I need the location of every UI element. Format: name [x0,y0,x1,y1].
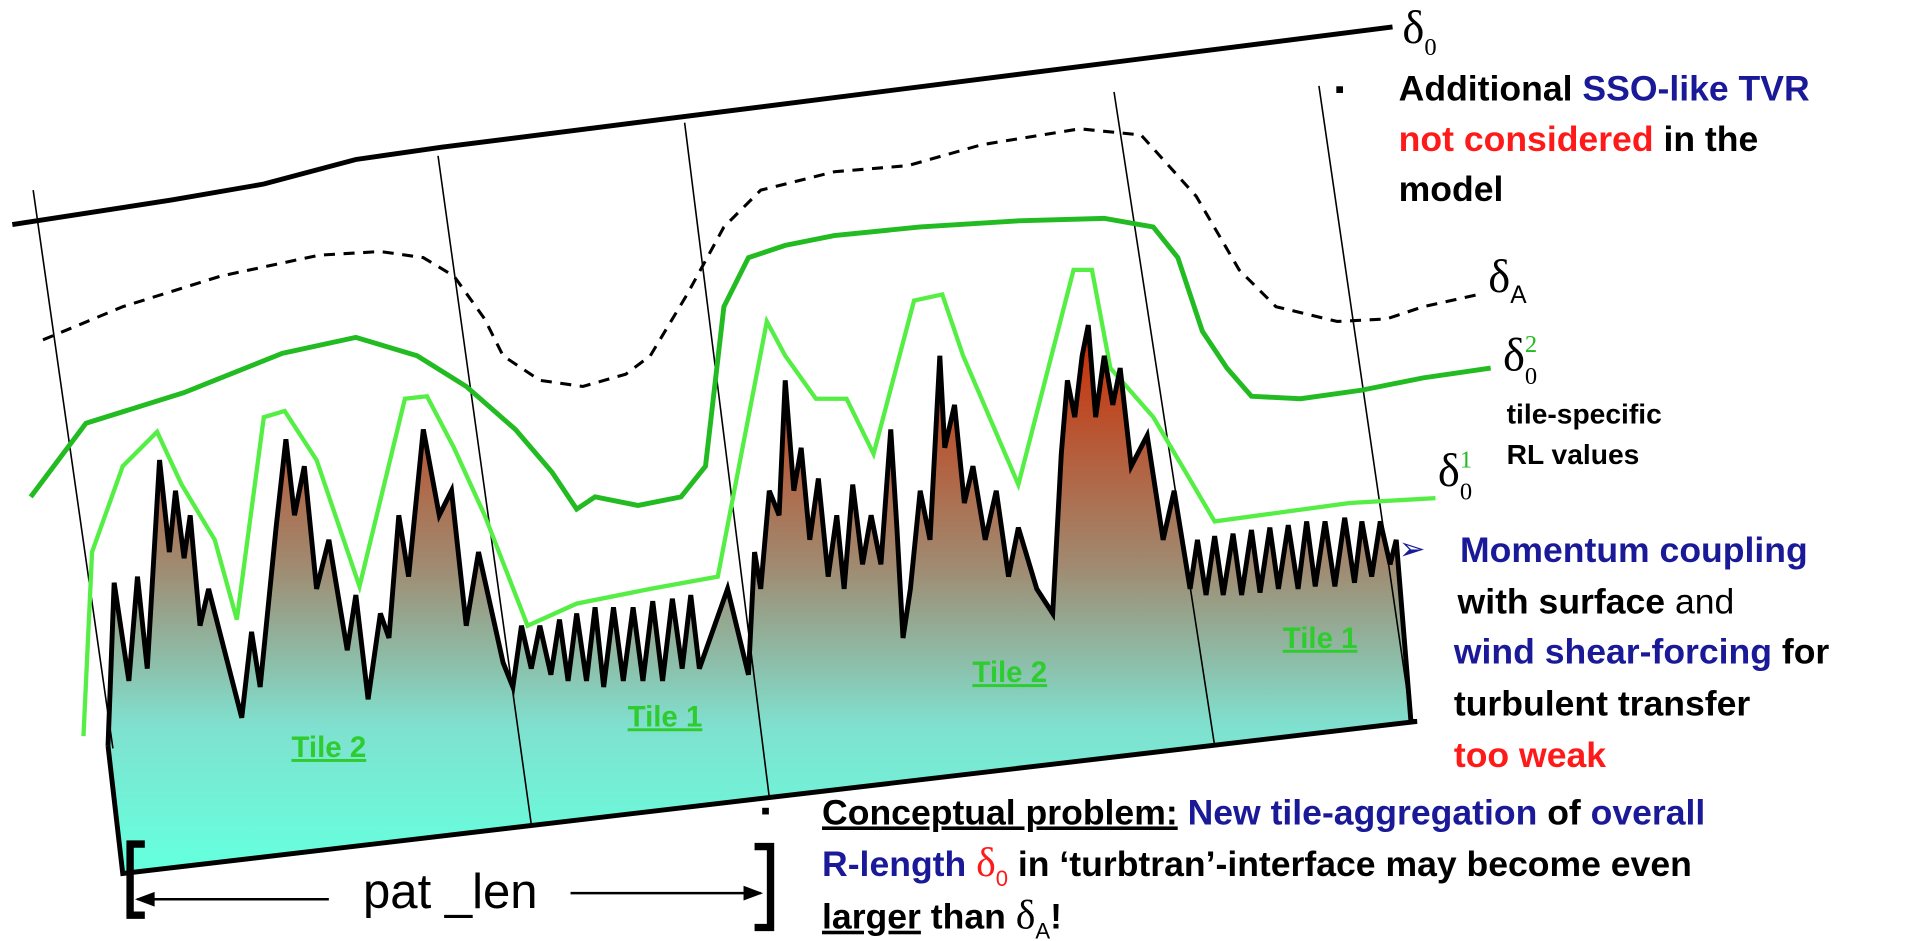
separator [32,190,114,749]
separator [1113,91,1216,747]
note-line: Conceptual problem: New tile-aggregation… [822,792,1705,832]
text: model [1399,169,1504,209]
bullet: ➢ [1399,530,1426,566]
tile-label: Tile 1 [1283,622,1358,655]
text: in the [1654,119,1759,159]
terrain-base [105,718,1418,877]
text: turbulent transfer [1454,683,1751,723]
text: larger [822,897,921,937]
subscript: A [1510,282,1527,309]
bullet: ▪ [1335,74,1345,104]
text: New tile-aggregation [1178,792,1538,832]
text: than [921,897,1016,937]
left-bracket [126,840,145,919]
delta01-line [81,267,1436,737]
symbol: δ [1488,251,1510,303]
text: wind shear-forcing [1453,632,1772,672]
tile-separators [32,85,1412,825]
note-line: too weak [1454,735,1606,775]
delta01-label: δ1 0 [1438,445,1472,505]
subscript: A [1035,919,1050,941]
tile-label: Tile 1 [628,700,703,733]
note-line: Momentum coupling [1460,530,1808,570]
note-line: not considered in the [1399,119,1759,159]
tile-label: Tile 2 [291,731,366,764]
note-line: model [1399,169,1504,209]
right-bracket [754,842,775,932]
subscript: 0 [1460,478,1472,505]
text: Additional [1399,69,1583,109]
tile-note: RL values [1507,438,1640,470]
superscript: 2 [1525,331,1537,358]
separator [437,155,533,825]
text: ! [1050,897,1062,937]
note-line: with surface and [1457,581,1735,621]
text: SSO-like TVR [1582,69,1809,109]
note-line: wind shear-forcing for [1453,632,1830,672]
superscript: 1 [1460,446,1472,473]
separator [683,122,771,798]
text: Momentum coupling [1460,530,1808,570]
text: overall [1581,792,1706,832]
text: R-length [822,844,976,884]
subscript: 0 [996,866,1008,891]
bullet: ▪ [761,796,771,826]
subscript: 0 [1525,363,1537,390]
arrow-head [135,891,155,907]
arrow-head [743,885,764,901]
delta02-label: δ2 0 [1503,330,1537,390]
note-line: turbulent transfer [1454,683,1751,723]
separator [1318,85,1412,718]
text: in ‘turbtran’-interface may become even [1008,844,1692,884]
subscript: 0 [1424,34,1436,61]
text: for [1772,632,1829,672]
text: not considered [1399,119,1654,159]
note-line: Additional SSO-like TVR [1399,69,1810,109]
tile-label: Tile 2 [972,656,1047,689]
symbol: δ [1438,445,1460,497]
terrain-fill [108,325,1418,874]
delta0-line [11,24,1393,227]
pat-len-label: pat _len [363,865,538,919]
note-line: R-length δ0 in ‘turbtran’-interface may … [822,840,1692,891]
note-line: larger than δA! [822,893,1062,941]
symbol: δ [1503,330,1525,382]
terrain-profile [105,324,1414,747]
pat-len-bracket [126,840,775,932]
text: too weak [1454,735,1606,775]
delta0-label: δ0 [1402,2,1436,61]
text: of [1537,792,1581,832]
symbol: δ [1016,893,1036,939]
deltaA-label: δA [1488,251,1527,309]
text: and [1665,581,1734,621]
symbol: δ [976,840,996,886]
delta02-line [28,215,1492,513]
text: Conceptual problem: [822,792,1178,832]
text: with surface [1457,581,1666,621]
tile-note: tile-specific [1507,397,1662,429]
symbol: δ [1402,2,1424,54]
